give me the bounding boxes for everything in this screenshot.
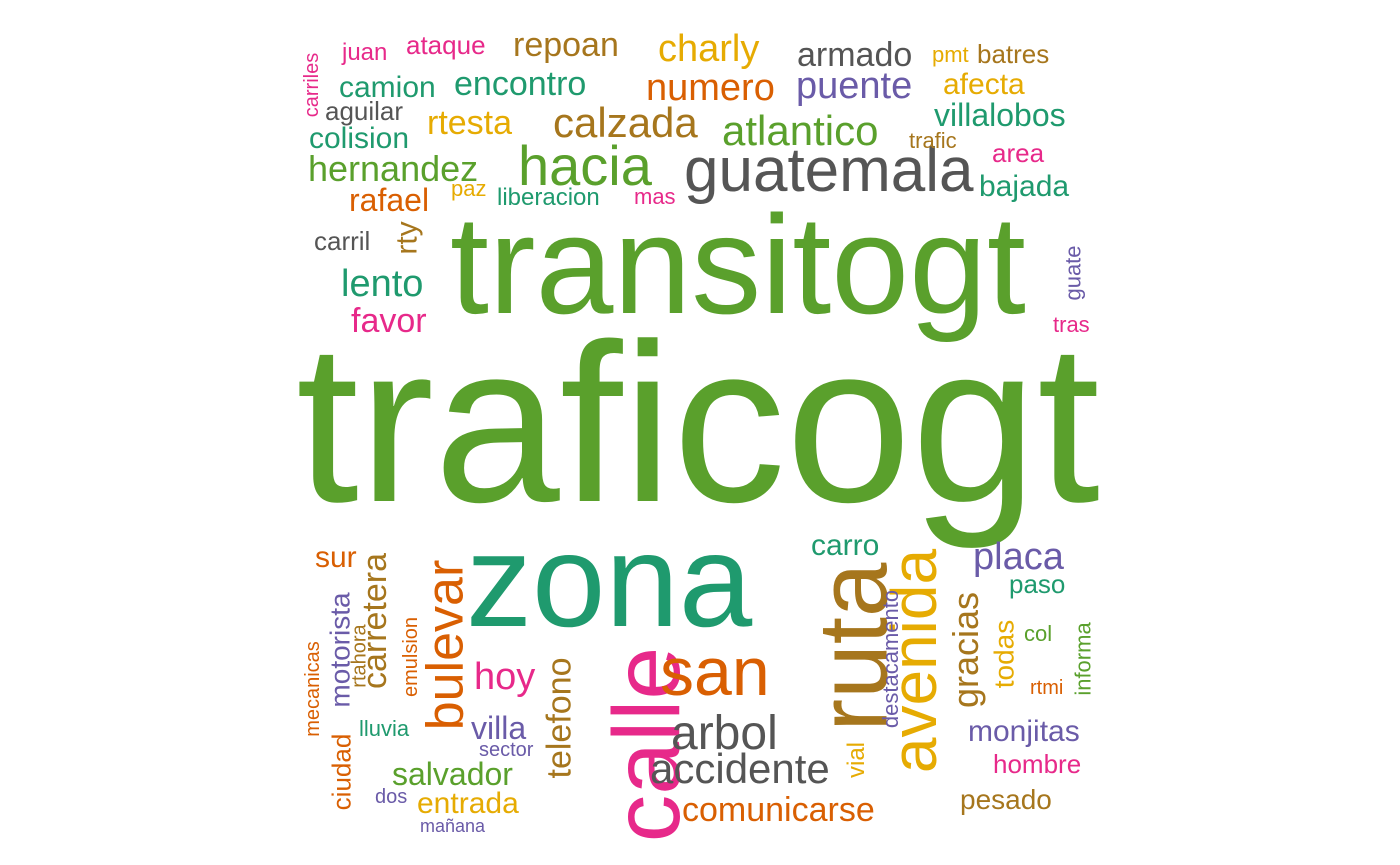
word-puente: puente bbox=[796, 65, 913, 107]
word-monjitas: monjitas bbox=[968, 715, 1080, 748]
word-guate: guate bbox=[1060, 245, 1086, 301]
word-arbol: arbol bbox=[671, 707, 778, 760]
word-todas: todas bbox=[988, 619, 1020, 689]
word-traficogt: traficogt bbox=[296, 296, 1100, 549]
word-pmt: pmt bbox=[932, 42, 969, 67]
word-rtmi: rtmi bbox=[1030, 677, 1064, 699]
word-hernandez: hernandez bbox=[308, 148, 479, 189]
word-calzada: calzada bbox=[553, 99, 698, 146]
word-rtahora: rtahora bbox=[348, 624, 371, 688]
word-encontro: encontro bbox=[454, 65, 587, 103]
word-trafic: trafic bbox=[909, 128, 957, 153]
word-transitogt: transitogt bbox=[450, 186, 1026, 343]
word-villa: villa bbox=[471, 710, 527, 746]
word-lluvia: lluvia bbox=[359, 716, 410, 741]
word-numero: numero bbox=[646, 67, 775, 109]
word-atlantico: atlantico bbox=[722, 107, 879, 154]
word-colision: colision bbox=[309, 122, 410, 155]
word-guatemala: guatemala bbox=[684, 136, 974, 205]
word-dos: dos bbox=[375, 786, 408, 808]
word-rty: rty bbox=[390, 221, 424, 255]
word-area: area bbox=[992, 138, 1045, 168]
word-entrada: entrada bbox=[417, 787, 519, 820]
word-pesado: pesado bbox=[960, 784, 1052, 815]
word-bajada: bajada bbox=[979, 170, 1070, 203]
word-telefono: telefono bbox=[540, 657, 579, 779]
word-carriles: carriles bbox=[301, 52, 324, 118]
word-col: col bbox=[1024, 621, 1053, 646]
word-carril: carril bbox=[314, 226, 371, 256]
word-placa: placa bbox=[973, 536, 1064, 578]
word-ataque: ataque bbox=[406, 30, 486, 60]
word-charly: charly bbox=[658, 28, 760, 70]
word-hombre: hombre bbox=[993, 749, 1082, 779]
word-juan: juan bbox=[342, 39, 388, 66]
word-bulevar: bulevar bbox=[416, 559, 475, 731]
word-rtesta: rtesta bbox=[427, 104, 513, 142]
word-accidente: accidente bbox=[650, 745, 830, 792]
word-comunicarse: comunicarse bbox=[682, 791, 875, 829]
word-hacia: hacia bbox=[518, 134, 652, 197]
word-paz: paz bbox=[451, 176, 487, 201]
word-hoy: hoy bbox=[474, 656, 536, 698]
word-ciudad: ciudad bbox=[326, 733, 357, 811]
word-carro: carro bbox=[811, 529, 880, 562]
word-afecta: afecta bbox=[943, 68, 1025, 101]
word-emulsion: emulsion bbox=[400, 616, 423, 698]
word-batres: batres bbox=[977, 39, 1050, 69]
word-favor: favor bbox=[351, 302, 427, 340]
word-informa: informa bbox=[1070, 622, 1096, 696]
word-rafael: rafael bbox=[349, 182, 430, 218]
word-mecanicas: mecanicas bbox=[301, 641, 324, 737]
word-gracias: gracias bbox=[945, 591, 987, 709]
word-zona: zona bbox=[466, 507, 753, 654]
word-aguilar: aguilar bbox=[325, 96, 404, 126]
word-san: san bbox=[660, 634, 770, 710]
word-mas: mas bbox=[634, 184, 676, 209]
word-repoan: repoan bbox=[513, 26, 619, 64]
word-paso: paso bbox=[1009, 569, 1066, 599]
word-lento: lento bbox=[341, 263, 424, 305]
word-tras: tras bbox=[1053, 312, 1090, 337]
word-manana: mañana bbox=[420, 816, 486, 836]
word-villalobos: villalobos bbox=[934, 97, 1066, 133]
word-sur: sur bbox=[315, 541, 357, 574]
word-sector: sector bbox=[479, 739, 534, 761]
word-liberacion: liberacion bbox=[497, 184, 600, 211]
word-camion: camion bbox=[339, 71, 436, 104]
word-salvador: salvador bbox=[392, 756, 513, 792]
word-vial: vial bbox=[843, 741, 871, 779]
word-armado: armado bbox=[797, 36, 913, 74]
word-destacamento: destacamento bbox=[878, 589, 904, 729]
